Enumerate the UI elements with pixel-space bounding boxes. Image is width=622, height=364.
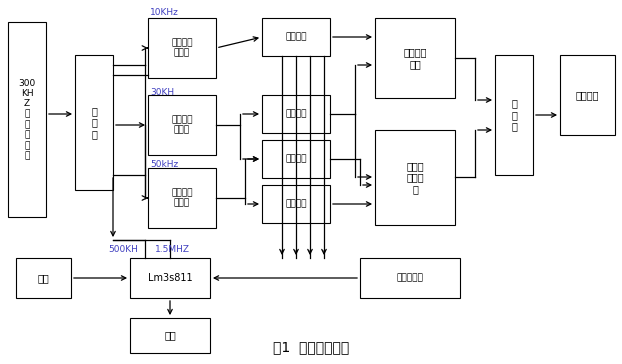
Text: 调理电路: 调理电路 bbox=[285, 154, 307, 163]
Text: 有源低通
滤波器: 有源低通 滤波器 bbox=[171, 188, 193, 208]
Bar bbox=[560, 55, 615, 135]
Bar bbox=[262, 95, 330, 133]
Bar bbox=[495, 55, 533, 175]
Bar bbox=[360, 258, 460, 298]
Text: 500KH: 500KH bbox=[108, 245, 138, 254]
Text: 300
KH
Z
方
波
振
荡
器: 300 KH Z 方 波 振 荡 器 bbox=[19, 79, 35, 161]
Bar bbox=[262, 18, 330, 56]
Text: 有源低通
滤波器: 有源低通 滤波器 bbox=[171, 115, 193, 135]
Text: 键盘: 键盘 bbox=[37, 273, 49, 283]
Text: 三角波
产生电
路: 三角波 产生电 路 bbox=[406, 161, 424, 194]
Bar bbox=[262, 140, 330, 178]
Text: 30KH: 30KH bbox=[150, 88, 174, 97]
Text: 调理电路: 调理电路 bbox=[285, 32, 307, 41]
Bar bbox=[8, 22, 46, 217]
Bar bbox=[75, 55, 113, 190]
Text: Lm3s811: Lm3s811 bbox=[147, 273, 192, 283]
Bar bbox=[148, 18, 216, 78]
Text: 波形合成: 波形合成 bbox=[576, 90, 599, 100]
Bar bbox=[130, 258, 210, 298]
Bar bbox=[375, 130, 455, 225]
Bar bbox=[16, 258, 71, 298]
Text: 有源低通
滤波器: 有源低通 滤波器 bbox=[171, 38, 193, 58]
Text: 分
频
器: 分 频 器 bbox=[91, 106, 97, 139]
Text: 调理电路: 调理电路 bbox=[285, 199, 307, 209]
Text: 1.5MHZ: 1.5MHZ bbox=[155, 245, 190, 254]
Bar bbox=[148, 168, 216, 228]
Bar bbox=[375, 18, 455, 98]
Text: 10KHz: 10KHz bbox=[150, 8, 179, 17]
Bar bbox=[262, 185, 330, 223]
Text: 调理电路: 调理电路 bbox=[285, 110, 307, 119]
Bar bbox=[130, 318, 210, 353]
Text: 50kHz: 50kHz bbox=[150, 160, 179, 169]
Text: 峰值检测电: 峰值检测电 bbox=[397, 273, 424, 282]
Text: 图1  总体设计框图: 图1 总体设计框图 bbox=[273, 340, 349, 354]
Text: 加
法
器: 加 法 器 bbox=[511, 98, 517, 132]
Text: 方波产生
电路: 方波产生 电路 bbox=[403, 47, 427, 69]
Text: 显示: 显示 bbox=[164, 331, 176, 340]
Bar bbox=[148, 95, 216, 155]
